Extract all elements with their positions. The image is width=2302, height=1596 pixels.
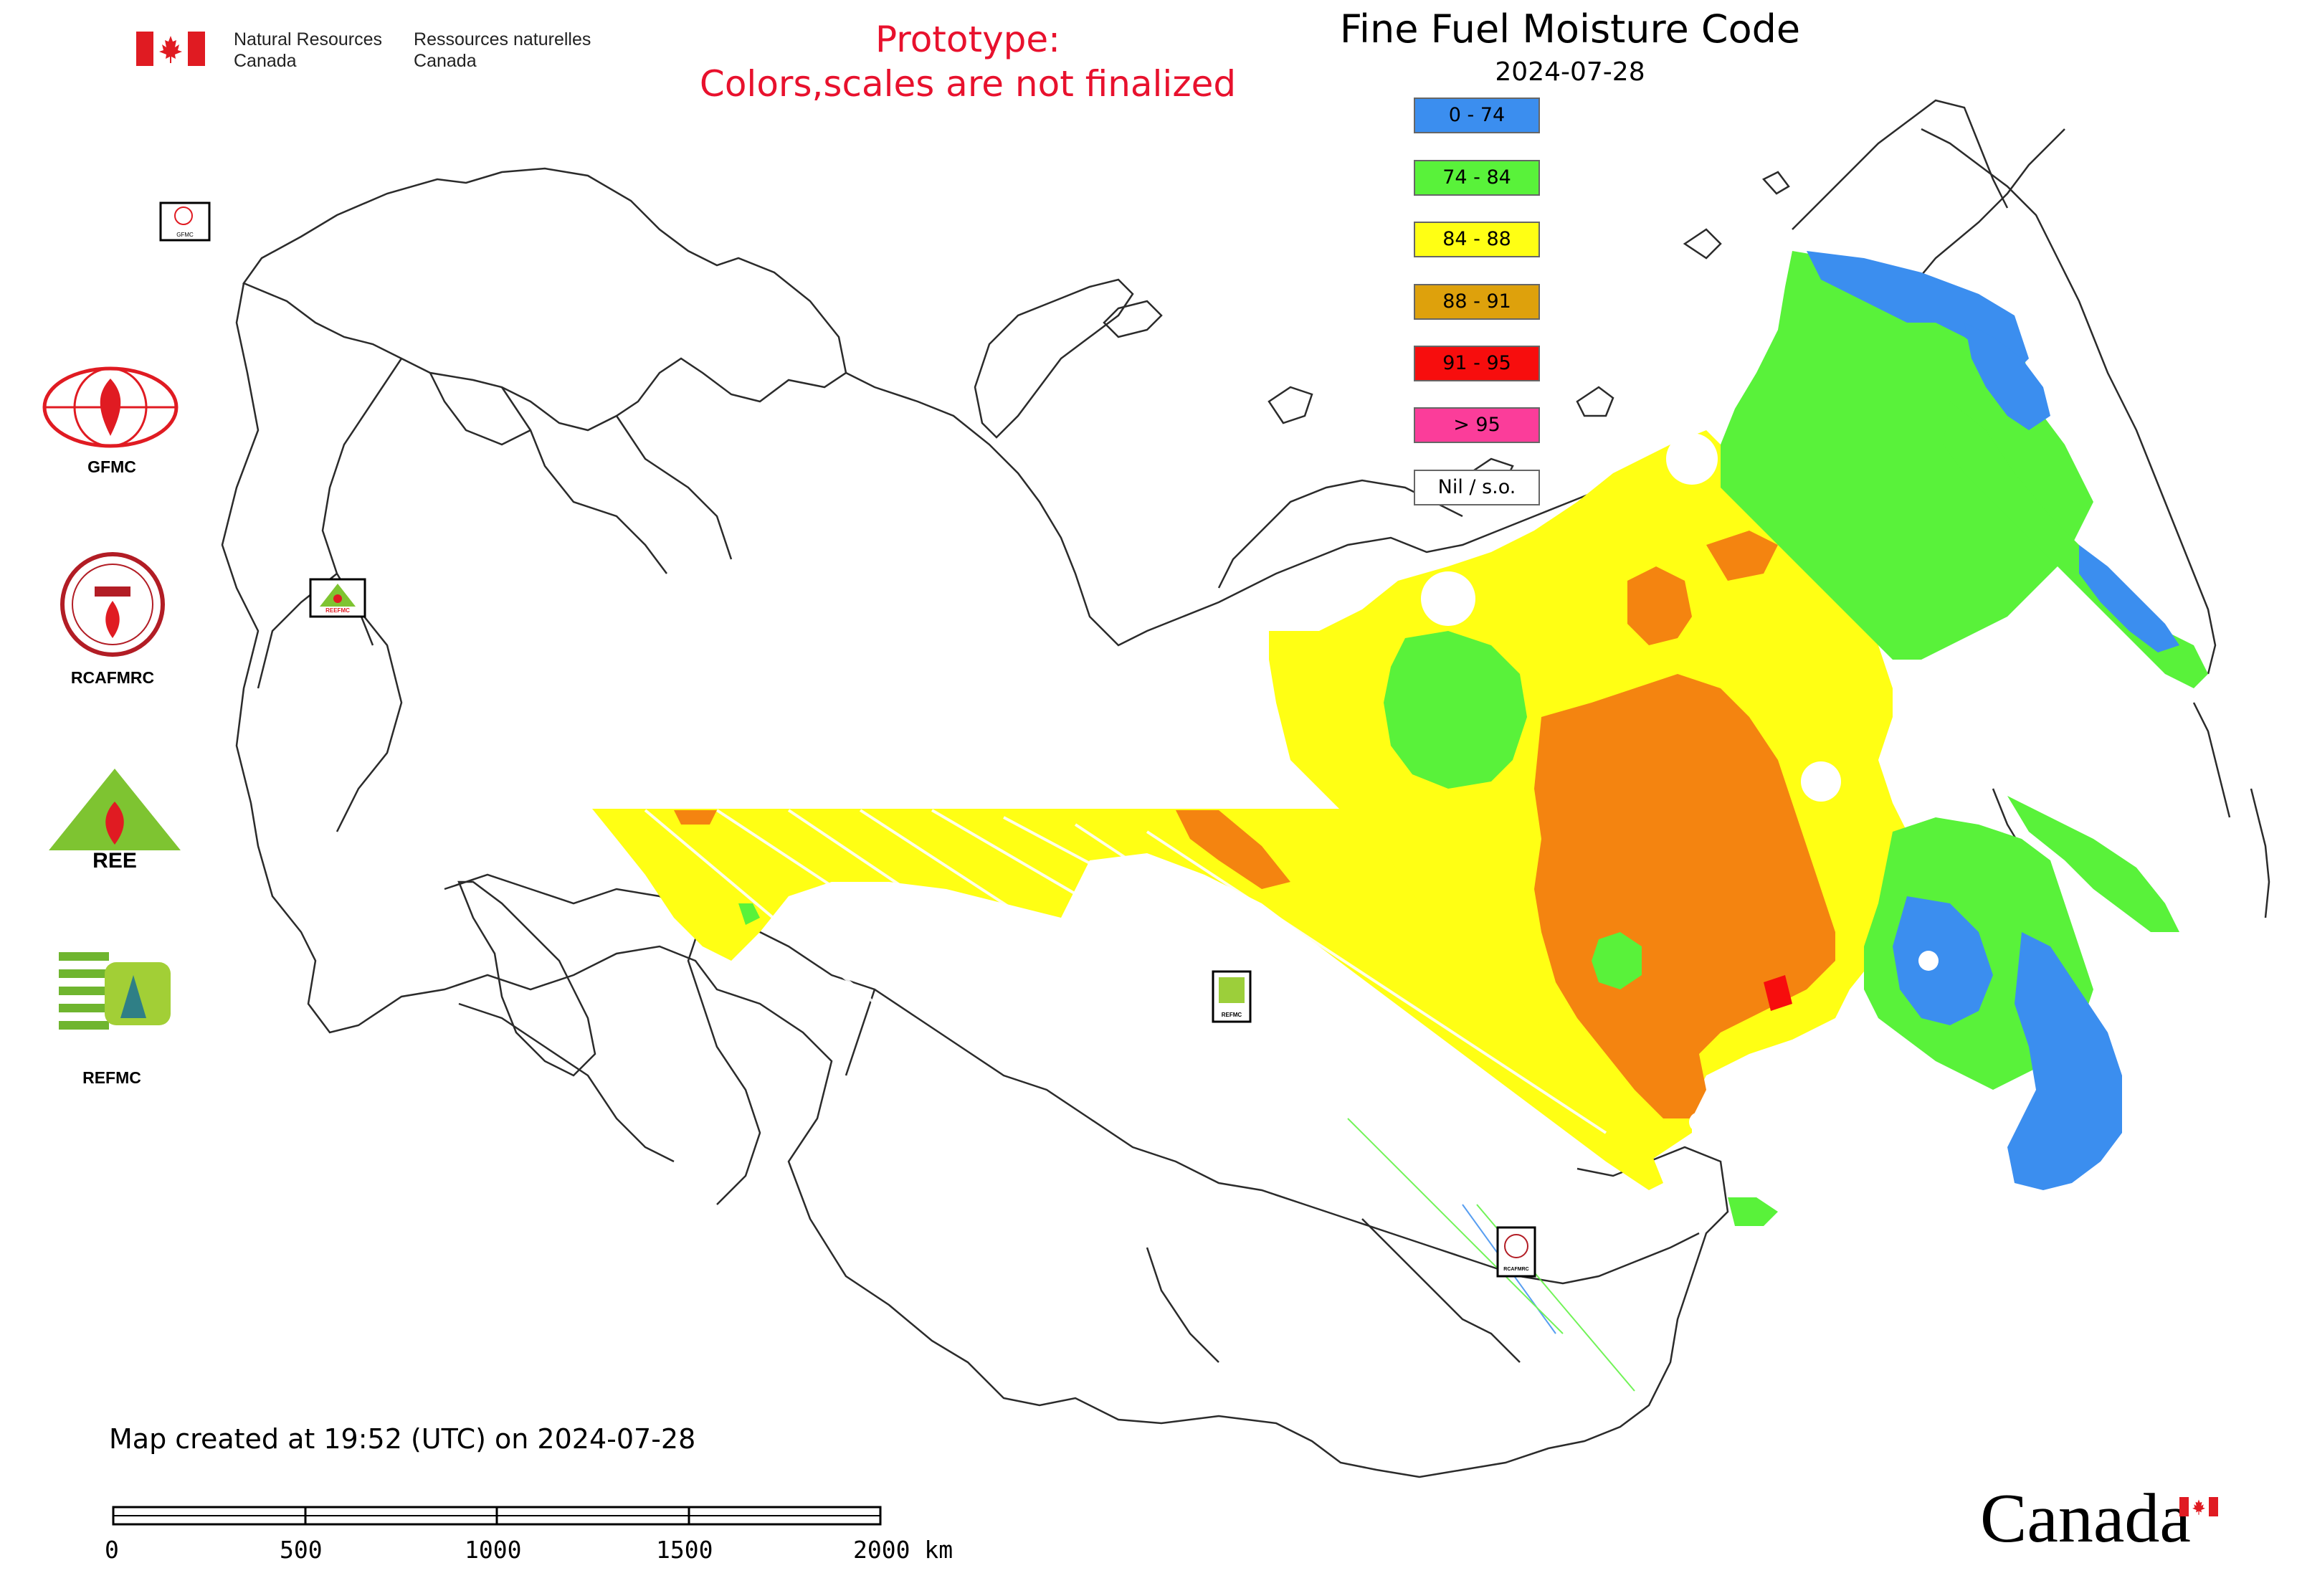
rcafmrc-label: RCAFMRC	[70, 668, 155, 687]
country-outlines	[221, 99, 2270, 1478]
refmc-label: REFMC	[82, 1068, 141, 1087]
refmc-logo	[59, 946, 172, 1038]
gov-name-fr: Ressources naturelles Canada	[414, 29, 591, 71]
scale-tick-2000: 2000 km	[853, 1536, 953, 1564]
scale-tick-500: 500	[280, 1536, 323, 1564]
rcafmrc-map-badge: RCAFMRC	[1496, 1226, 1536, 1278]
gfmc-label: GFMC	[87, 457, 136, 476]
ffmc-zone-84-88	[592, 809, 1663, 1190]
scale-bar	[112, 1506, 886, 1530]
gfmc-map-badge: GFMC	[159, 201, 211, 242]
map-title: Fine Fuel Moisture Code	[1339, 6, 1801, 52]
ffmc-zone-74-84	[1384, 631, 1527, 789]
map-created-note: Map created at 19:52 (UTC) on 2024-07-28	[109, 1423, 696, 1455]
legend-item-91-95: 91 - 95	[1414, 346, 1540, 381]
reefmc-map-badge: REEFMC	[309, 578, 366, 618]
svg-text:REE: REE	[92, 849, 137, 873]
ffmc-zone-0-74	[1964, 323, 2050, 430]
svg-text:REFMC: REFMC	[1222, 1012, 1242, 1018]
wordmark-flag-icon	[2179, 1497, 2218, 1516]
map-date: 2024-07-28	[1495, 57, 1645, 87]
refmc-map-badge: REFMC	[1212, 970, 1252, 1023]
gov-name-en: Natural Resources Canada	[234, 29, 383, 71]
svg-text:REEFMC: REEFMC	[325, 607, 350, 614]
legend-item-nil: Nil / s.o.	[1414, 470, 1540, 505]
rcafmrc-logo	[59, 551, 166, 661]
ffmc-color-field	[592, 251, 2208, 1392]
prototype-notice: Prototype: Colors,scales are not finaliz…	[699, 19, 1237, 105]
scale-tick-0: 0	[105, 1536, 119, 1564]
ffmc-zone-0-74	[1893, 896, 1993, 1025]
legend-item-gt-95: > 95	[1414, 407, 1540, 443]
scale-tick-1000: 1000	[465, 1536, 522, 1564]
scale-tick-1500: 1500	[656, 1536, 713, 1564]
government-signature: Natural Resources Canada Ressources natu…	[136, 29, 622, 72]
reefmc-logo: REE	[37, 766, 192, 876]
ffmc-zone-88-91	[1534, 674, 1835, 1118]
canada-wordmark: Canada	[1980, 1480, 2191, 1557]
svg-text:RCAFMRC: RCAFMRC	[1503, 1267, 1528, 1272]
legend-item-88-91: 88 - 91	[1414, 284, 1540, 320]
legend-item-0-74: 0 - 74	[1414, 98, 1540, 133]
canada-flag-icon	[136, 32, 205, 66]
legend-item-84-88: 84 - 88	[1414, 222, 1540, 257]
ffmc-zone-91-95	[1764, 975, 1792, 1011]
gfmc-logo	[40, 364, 181, 453]
ffmc-zone-0-74	[2007, 932, 2122, 1190]
svg-text:GFMC: GFMC	[176, 232, 194, 238]
legend-item-74-84: 74 - 84	[1414, 160, 1540, 196]
